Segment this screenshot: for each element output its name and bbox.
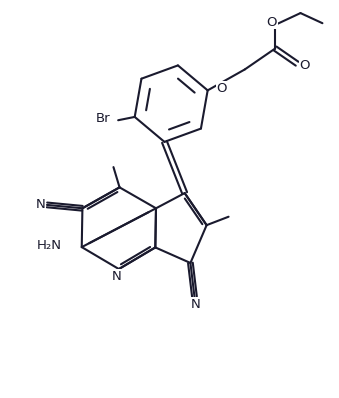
Text: N: N bbox=[36, 198, 46, 211]
Text: H₂N: H₂N bbox=[37, 239, 61, 252]
Text: O: O bbox=[299, 59, 310, 72]
Text: Br: Br bbox=[96, 112, 110, 125]
Text: N: N bbox=[190, 298, 200, 311]
Text: O: O bbox=[266, 16, 277, 29]
Text: N: N bbox=[111, 270, 121, 283]
Text: O: O bbox=[217, 82, 227, 94]
